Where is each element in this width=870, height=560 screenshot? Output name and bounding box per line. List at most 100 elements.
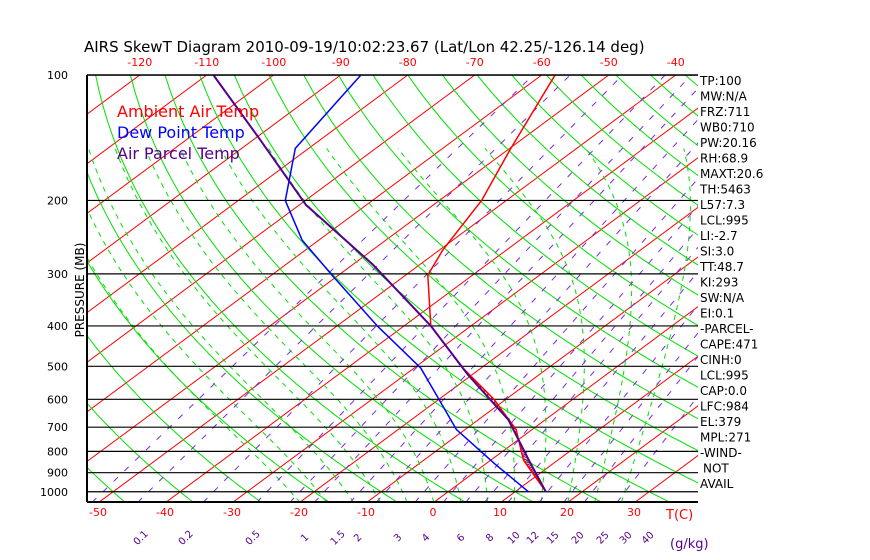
mixing-ratio-tick-label: 30 xyxy=(618,530,635,547)
mixing-ratio-line xyxy=(137,75,571,502)
mixing-ratio-tick-label: 12 xyxy=(525,530,542,547)
dry-adiabat-line xyxy=(233,75,698,484)
legend-ambient-temp: Ambient Air Temp xyxy=(117,102,259,121)
bottom-temp-tick-label: 30 xyxy=(627,506,641,519)
dew-point-line xyxy=(284,75,529,493)
stability-index: LFC:984 xyxy=(700,400,749,414)
x-axis-label: T(C) xyxy=(665,508,693,523)
legend-dew-point: Dew Point Temp xyxy=(117,123,245,142)
moist-adiabat-line xyxy=(326,148,515,502)
isotherm-line xyxy=(87,75,342,264)
mixing-ratio-tick-label: 10 xyxy=(506,530,523,547)
mixing-ratio-line xyxy=(538,304,698,502)
dry-adiabat-line xyxy=(789,75,870,502)
stability-index: TT:48.7 xyxy=(699,260,744,274)
pressure-tick-label: 600 xyxy=(47,393,68,406)
mixing-ratio-line xyxy=(484,246,698,502)
bottom-temp-tick-label: 10 xyxy=(493,506,507,519)
stability-index: FRZ:711 xyxy=(700,105,750,119)
mixing-ratio-tick-label: 1 xyxy=(299,532,311,544)
mixing-ratio-tick-label: 40 xyxy=(640,530,657,547)
pressure-tick-label: 200 xyxy=(47,194,68,207)
stability-index: TH:5463 xyxy=(699,183,751,197)
top-temp-tick-label: -70 xyxy=(466,56,484,69)
isotherm-line xyxy=(232,157,698,502)
top-temp-tick-label: -90 xyxy=(332,56,350,69)
dry-adiabat-line xyxy=(824,75,870,502)
top-temp-tick-label: -100 xyxy=(261,56,286,69)
top-temp-tick-label: -110 xyxy=(194,56,219,69)
mixing-ratio-line xyxy=(349,118,698,502)
isotherm-line xyxy=(87,75,409,314)
mixing-ratio-line xyxy=(256,75,666,502)
moist-adiabat-line xyxy=(484,148,585,502)
mixing-ratio-tick-label: 0.1 xyxy=(132,529,151,548)
mixing-ratio-line xyxy=(583,355,698,502)
mixing-ratio-line xyxy=(414,177,698,502)
stability-index: LI:-2.7 xyxy=(700,229,738,243)
dry-adiabat-line xyxy=(87,466,126,502)
bottom-temp-tick-label: -50 xyxy=(89,506,107,519)
pressure-tick-label: 100 xyxy=(47,69,68,82)
bottom-temp-tick-label: -30 xyxy=(223,506,241,519)
stability-index: CAPE:471 xyxy=(700,338,758,352)
dry-adiabat-line xyxy=(199,75,671,502)
pressure-tick-label: 700 xyxy=(47,421,68,434)
parcel-temp-line xyxy=(212,75,547,493)
stability-index: CINH:0 xyxy=(700,353,742,367)
dry-adiabat-line xyxy=(511,75,698,236)
stability-index: CAP:0.0 xyxy=(700,384,747,398)
mixing-ratio-tick-label: 0.2 xyxy=(177,529,196,548)
mixing-ratio-tick-label: 20 xyxy=(570,530,587,547)
moist-adiabat-line xyxy=(87,256,301,502)
moist-adiabat-line xyxy=(268,148,488,502)
moist-adiabat-line xyxy=(585,148,633,502)
moist-adiabat-line xyxy=(397,148,547,502)
isotherm-line xyxy=(0,75,73,502)
top-temp-tick-label: -40 xyxy=(667,56,685,69)
pressure-tick-label: 400 xyxy=(47,320,68,333)
legend-parcel-temp: Air Parcel Temp xyxy=(117,144,240,163)
bottom-temp-tick-label: 20 xyxy=(560,506,574,519)
dry-adiabat-line xyxy=(337,75,698,388)
mixing-ratio-line xyxy=(314,87,698,502)
stability-index: SW:N/A xyxy=(700,291,745,305)
isotherm-line xyxy=(433,306,698,502)
stability-index: SI:3.0 xyxy=(700,245,734,259)
dry-adiabat-line xyxy=(268,75,698,452)
stability-index: MPL:271 xyxy=(700,431,751,445)
stability-index: LCL:995 xyxy=(700,369,749,383)
stability-index: TP:100 xyxy=(699,74,742,88)
mixing-ratio-line xyxy=(91,75,534,502)
pressure-tick-label: 1000 xyxy=(40,486,68,499)
mixing-ratio-tick-label: 25 xyxy=(595,530,612,547)
isotherm-line xyxy=(165,107,698,502)
isotherm-line xyxy=(299,206,698,502)
dry-adiabat-line xyxy=(442,75,698,296)
pressure-tick-label: 500 xyxy=(47,360,68,373)
isotherm-line xyxy=(98,75,677,502)
legend: Ambient Air Temp Dew Point Temp Air Parc… xyxy=(117,102,259,163)
mixing-ratio-tick-label: 0.5 xyxy=(244,529,263,548)
stability-index: MAXT:20.6 xyxy=(700,167,763,181)
stability-index: -PARCEL- xyxy=(700,322,754,336)
bottom-temp-tick-label: -10 xyxy=(357,506,375,519)
stability-index: EL:379 xyxy=(700,415,741,429)
mixing-ratio-line xyxy=(563,332,698,502)
mixing-ratio-tick-label: 1.5 xyxy=(329,529,348,548)
stability-index: LCL:995 xyxy=(700,214,749,228)
stability-index: RH:68.9 xyxy=(700,152,748,166)
stability-index: L57:7.3 xyxy=(700,198,745,212)
stability-index: NOT xyxy=(703,462,729,476)
bottom-temp-tick-label: 0 xyxy=(430,506,437,519)
stability-index: WB0:710 xyxy=(700,121,755,135)
mixing-ratio-line xyxy=(376,142,698,502)
top-temp-tick-label: -50 xyxy=(600,56,618,69)
mixing-ratio-tick-label: 2 xyxy=(352,532,364,544)
stability-index: PW:20.16 xyxy=(700,136,757,150)
top-temp-tick-label: -80 xyxy=(399,56,417,69)
mixing-ratio-tick-label: 4 xyxy=(420,532,432,544)
isotherm-line xyxy=(87,75,476,363)
stability-index: AVAIL xyxy=(700,477,734,491)
